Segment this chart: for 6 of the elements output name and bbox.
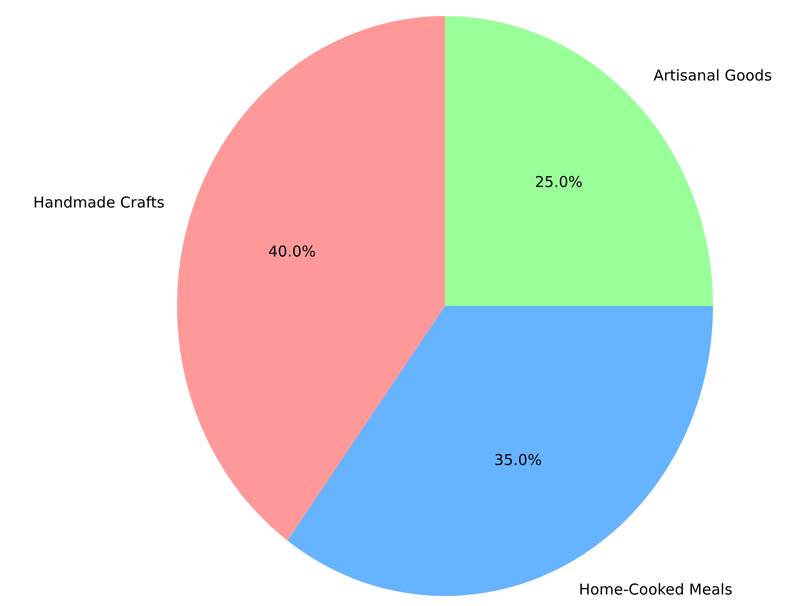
slice-label: Home-Cooked Meals — [578, 580, 733, 598]
data-label: 35.0% — [494, 451, 542, 470]
data-label: 25.0% — [534, 173, 583, 192]
slice-label: Handmade Crafts — [33, 193, 165, 212]
slice-label: Artisanal Goods — [653, 66, 772, 84]
data-label: 40.0% — [268, 242, 316, 260]
